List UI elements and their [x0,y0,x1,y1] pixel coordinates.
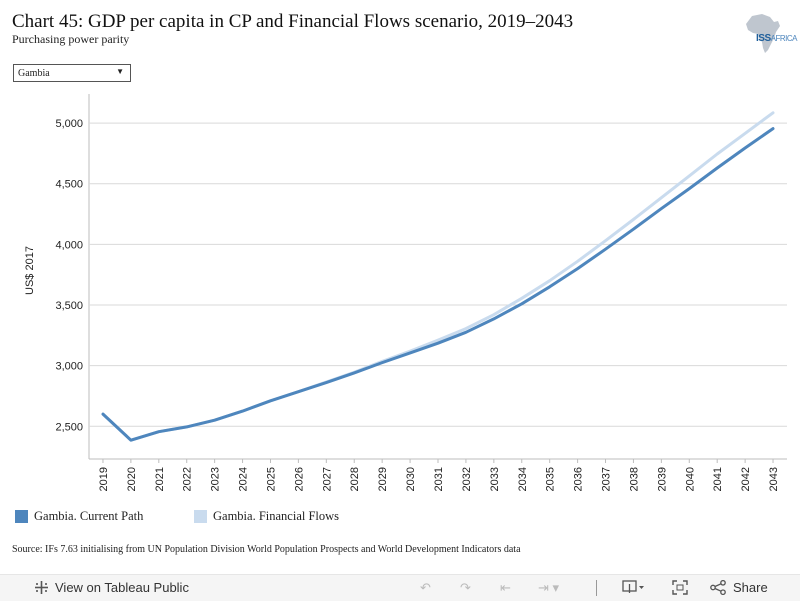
refresh-icon: ⇥ ▾ [538,580,560,595]
x-tick-label: 2035 [545,467,557,491]
x-tick-label: 2032 [461,467,473,491]
share-label: Share [733,580,768,595]
y-tick-label: 3,500 [55,300,83,312]
x-tick-label: 2029 [377,467,389,491]
x-tick-label: 2028 [349,467,361,491]
series-lines [101,111,775,442]
y-tick-label: 5,000 [55,118,83,130]
x-tick-label: 2042 [740,467,752,491]
x-tick-label: 2036 [573,467,585,491]
x-tick-label: 2030 [405,467,417,491]
legend: Gambia. Current Path Gambia. Financial F… [0,509,800,529]
x-tick-label: 2033 [489,467,501,491]
x-tick-label: 2022 [182,467,194,491]
legend-item-financial-flows[interactable]: Gambia. Financial Flows [194,509,339,524]
share-button[interactable]: Share [710,580,768,595]
download-icon [622,580,644,593]
view-on-tableau-label: View on Tableau Public [55,580,189,595]
redo-icon: ↷ [460,580,471,595]
x-tick-label: 2025 [265,467,277,491]
tableau-icon [35,581,48,594]
x-tick-label: 2031 [433,467,445,491]
country-filter-value: Gambia [18,68,50,79]
toolbar-divider [596,580,597,596]
undo-icon: ↶ [420,580,431,595]
legend-item-current-path[interactable]: Gambia. Current Path [15,509,143,524]
refresh-button[interactable]: ⇥ ▾ [538,580,559,596]
revert-icon: ⇤ [500,580,511,595]
chevron-down-icon: ▼ [116,67,124,76]
legend-swatch-financial-flows [194,510,207,523]
legend-label: Gambia. Financial Flows [213,509,340,523]
x-tick-label: 2037 [601,467,613,491]
x-tick-label: 2040 [684,467,696,491]
y-tick-label: 4,500 [55,179,83,191]
download-button[interactable] [622,580,644,595]
x-tick-label: 2023 [210,467,222,491]
y-tick-label: 3,000 [55,361,83,373]
legend-swatch-current-path [15,510,28,523]
logo-text: ISSAFRICA [756,33,797,44]
series-line-current-path[interactable] [101,127,775,442]
x-tick-label: 2038 [628,467,640,491]
y-axis-label: US$ 2017 [24,246,36,295]
chart-subtitle: Purchasing power parity [12,32,130,46]
view-on-tableau-button[interactable]: View on Tableau Public [34,580,189,595]
fullscreen-icon [672,580,688,595]
gridlines [88,94,787,460]
y-tick-label: 4,000 [55,239,83,251]
y-axis-ticks: 2,500 3,000 3,500 4,000 4,500 5,000 [55,118,83,433]
tableau-toolbar: View on Tableau Public ↶ ↷ ⇤ ⇥ ▾ Share [0,574,800,601]
y-tick-label: 2,500 [55,421,83,433]
x-tick-label: 2034 [517,467,529,491]
x-tick-label: 2024 [238,467,250,491]
x-tick-label: 2039 [656,467,668,491]
source-note: Source: IFs 7.63 initialising from UN Po… [12,544,521,555]
revert-button[interactable]: ⇤ [500,580,511,596]
x-tick-label: 2043 [768,467,780,491]
chart-title: Chart 45: GDP per capita in CP and Finan… [12,11,574,32]
fullscreen-button[interactable] [672,580,688,595]
country-filter-dropdown[interactable]: Gambia ▼ [13,64,131,82]
series-line-financial-flows[interactable] [101,111,775,442]
x-tick-label: 2026 [293,467,305,491]
x-tick-label: 2020 [126,467,138,491]
legend-label: Gambia. Current Path [34,509,144,523]
undo-button[interactable]: ↶ [420,580,431,596]
iss-africa-logo: ISSAFRICA [738,12,797,56]
x-tick-label: 2021 [154,467,166,491]
redo-button[interactable]: ↷ [460,580,471,596]
x-axis-ticks: 2019 2020 2021 2022 2023 2024 2025 2026 2027 2028… [98,459,780,491]
x-tick-label: 2027 [321,467,333,491]
x-tick-label: 2019 [98,467,110,491]
share-icon [710,580,726,595]
x-tick-label: 2041 [712,467,724,491]
